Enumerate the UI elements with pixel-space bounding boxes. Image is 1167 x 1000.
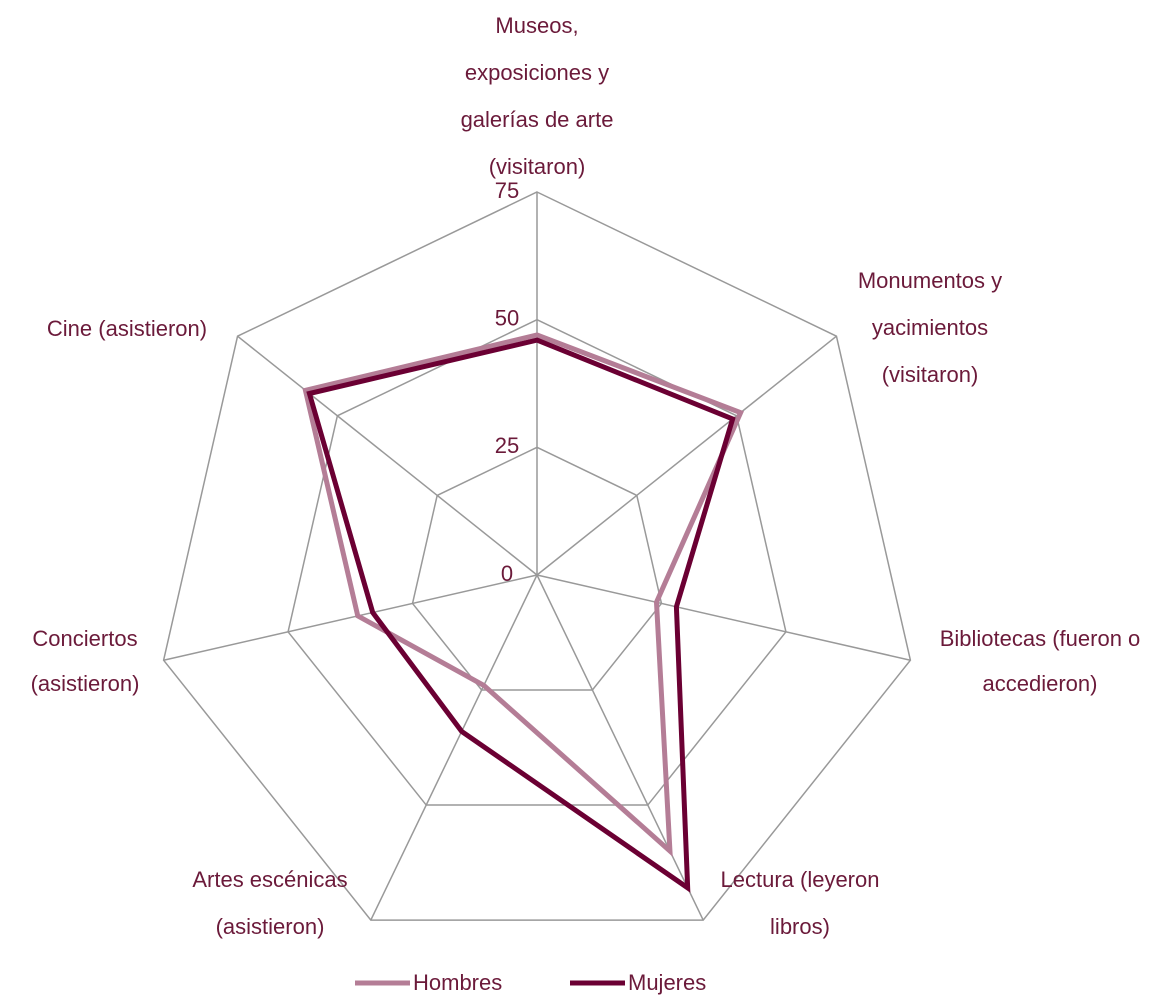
spoke bbox=[536, 574, 704, 921]
grid-line bbox=[411, 446, 663, 691]
y-tick-label: 25 bbox=[495, 433, 519, 458]
spoke bbox=[370, 574, 538, 921]
y-tick-label: 0 bbox=[501, 561, 513, 586]
grid-line bbox=[162, 191, 912, 921]
spoke bbox=[536, 574, 911, 661]
category-label: Museos, exposiciones y galerías de arte … bbox=[460, 13, 614, 179]
grid-line bbox=[287, 318, 787, 806]
category-label: Artes escénicas (asistieron) bbox=[192, 867, 348, 939]
category-label: Conciertos (asistieron) bbox=[30, 626, 140, 696]
spoke bbox=[237, 335, 538, 576]
category-label: Cine (asistieron) bbox=[46, 316, 208, 341]
spoke bbox=[163, 574, 538, 661]
series-line bbox=[306, 337, 736, 893]
category-label: Bibliotecas (fueron o accedieron) bbox=[939, 626, 1141, 696]
spoke bbox=[536, 335, 837, 576]
y-tick-label: 75 bbox=[495, 178, 519, 203]
category-label: Lectura (leyeron libros) bbox=[720, 867, 880, 939]
legend-label: Hombres bbox=[413, 970, 502, 995]
category-label: Monumentos y yacimientos (visitaron) bbox=[857, 268, 1003, 387]
y-tick-label: 50 bbox=[495, 305, 519, 330]
legend-label: Mujeres bbox=[628, 970, 706, 995]
